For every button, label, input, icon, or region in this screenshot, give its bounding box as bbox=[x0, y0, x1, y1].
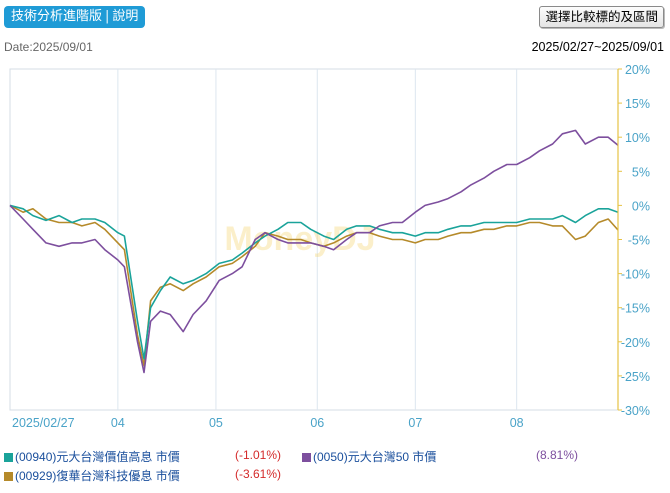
legend-label: (0050)元大台灣50 市價 bbox=[313, 450, 437, 464]
y-tick-label: -30% bbox=[621, 404, 650, 418]
series-line-1 bbox=[9, 129, 619, 374]
legend-value: (-3.61%) bbox=[235, 467, 282, 481]
legend-label: (00929)復華台灣科技優息 市價 bbox=[15, 469, 180, 483]
y-tick-label: 20% bbox=[625, 63, 650, 77]
toolbar-tab[interactable]: 技術分析進階版 | 說明 bbox=[4, 6, 146, 28]
x-tick-label: 05 bbox=[209, 416, 223, 430]
date-range-label: 2025/02/27~2025/09/01 bbox=[531, 40, 664, 54]
chart-series bbox=[9, 129, 619, 374]
y-tick-label: -20% bbox=[621, 336, 650, 350]
y-tick-label: 0% bbox=[632, 199, 650, 213]
technical-analysis-tab[interactable]: 技術分析進階版 bbox=[11, 9, 103, 24]
chart-axes: 2025/02/27 04 05 06 07 08 20% 15% 10% 5% 0% -5% -10%… bbox=[12, 63, 650, 430]
help-link[interactable]: 說明 bbox=[112, 9, 139, 24]
y-tick-label: -25% bbox=[621, 370, 650, 384]
x-tick-label: 07 bbox=[408, 416, 422, 430]
legend-swatch bbox=[4, 453, 13, 462]
tab-separator: | bbox=[105, 9, 110, 24]
x-tick-label: 06 bbox=[310, 416, 324, 430]
y-tick-label: -5% bbox=[628, 234, 650, 248]
x-tick-label: 2025/02/27 bbox=[12, 416, 75, 430]
legend-label: (00940)元大台灣價值高息 市價 bbox=[15, 450, 180, 464]
y-tick-label: -10% bbox=[621, 268, 650, 282]
series-line-0 bbox=[9, 204, 619, 360]
legend-item-00940[interactable]: (00940)元大台灣價值高息 市價 (-1.01%) bbox=[4, 448, 334, 465]
x-tick-label: 04 bbox=[111, 416, 125, 430]
legend-value: (-1.01%) bbox=[235, 448, 282, 462]
legend-swatch bbox=[4, 472, 13, 481]
y-tick-label: 10% bbox=[625, 131, 650, 145]
current-date-label: Date:2025/09/01 bbox=[4, 40, 93, 54]
legend-swatch bbox=[302, 453, 311, 462]
y-tick-label: 15% bbox=[625, 97, 650, 111]
legend-value: (8.81%) bbox=[536, 448, 579, 462]
legend-item-00929[interactable]: (00929)復華台灣科技優息 市價 (-3.61%) bbox=[4, 467, 334, 484]
x-tick-label: 08 bbox=[510, 416, 524, 430]
select-comparison-button[interactable]: 選擇比較標的及區間 bbox=[539, 6, 664, 28]
legend-item-0050[interactable]: (0050)元大台灣50 市價 (8.81%) bbox=[302, 448, 662, 465]
y-tick-label: -15% bbox=[621, 302, 650, 316]
y-tick-label: 5% bbox=[632, 165, 650, 179]
